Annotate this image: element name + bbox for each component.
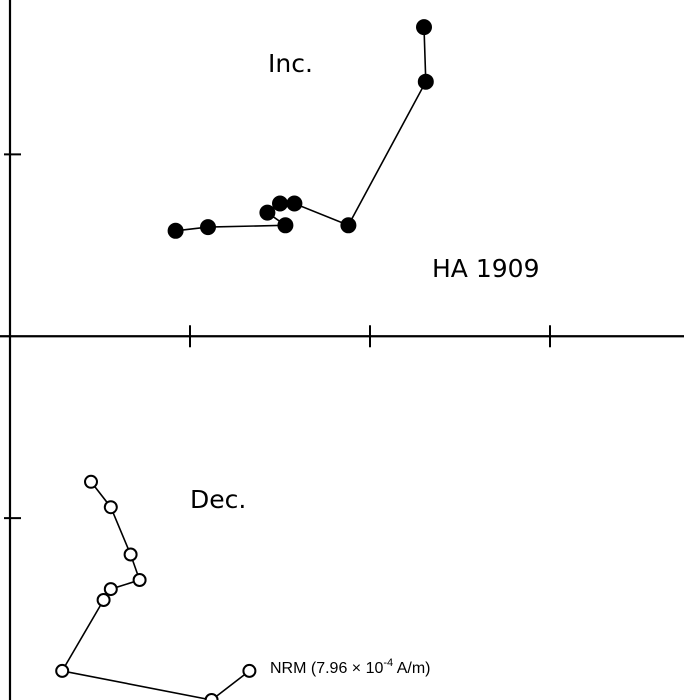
nrm-annotation-exponent: -4 — [383, 657, 393, 669]
inc-point-5 — [272, 195, 288, 212]
dec-point-7 — [123, 547, 138, 562]
dec-point-9 — [84, 474, 98, 489]
nrm-annotation: NRM (7.96 × 10-4 A/m) — [270, 657, 431, 677]
inc-point-3 — [340, 217, 357, 234]
dec-point-1 — [242, 663, 257, 678]
series-dec — [55, 474, 257, 700]
dec-point-5 — [103, 582, 118, 597]
dec-point-4 — [96, 593, 111, 607]
dec-point-6 — [132, 573, 147, 587]
dec-series-label: Dec. — [190, 485, 246, 514]
inc-point-7 — [277, 217, 294, 234]
inc-series-label: Inc. — [268, 49, 313, 78]
inc-point-8 — [200, 219, 216, 236]
inc-point-9 — [167, 222, 184, 239]
chart-title: HA 1909 — [432, 254, 539, 283]
dec-point-3 — [55, 663, 70, 678]
series-inc — [167, 19, 434, 239]
dec-point-8 — [103, 500, 118, 515]
nrm-annotation-unit: A/m) — [393, 660, 430, 677]
inc-point-2 — [417, 73, 434, 90]
inc-point-4 — [286, 195, 303, 212]
inc-point-1 — [416, 19, 432, 36]
nrm-annotation-text: NRM (7.96 × 10 — [270, 660, 383, 677]
dec-point-2 — [204, 693, 219, 700]
dec-path — [60, 481, 250, 700]
inc-point-6 — [259, 204, 276, 221]
